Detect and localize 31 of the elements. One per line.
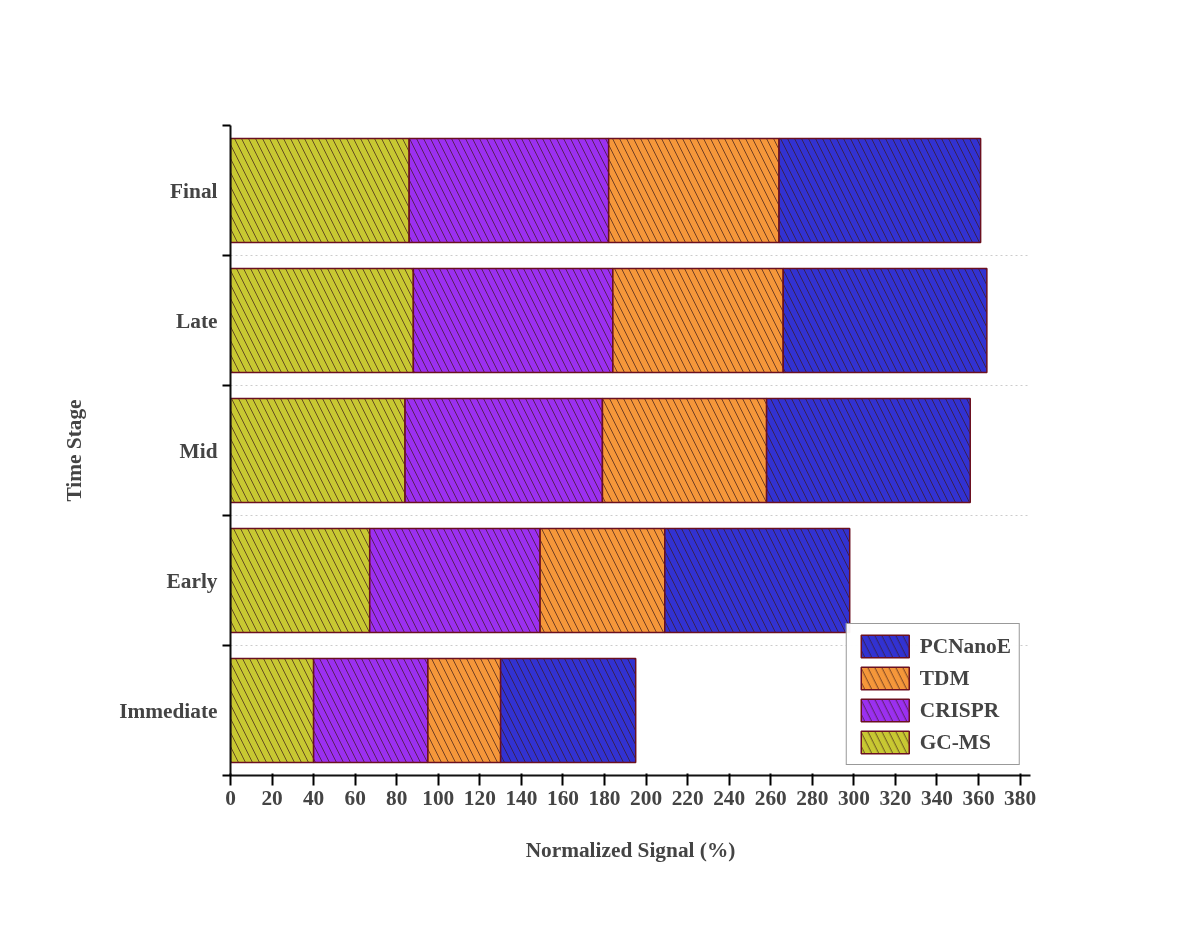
x-axis-title: Normalized Signal (%) [525, 837, 736, 862]
x-tick-label: 120 [463, 785, 496, 810]
x-tick-label: 340 [921, 785, 953, 810]
y-axis-title: Time Stage [62, 399, 87, 502]
x-tick-label: 260 [754, 785, 787, 810]
x-tick-label: 160 [546, 785, 579, 810]
x-tick-label: 60 [344, 785, 366, 810]
y-tick-label: Immediate [119, 698, 218, 723]
legend-label: PCNanoE [919, 633, 1011, 659]
x-tick-label: 40 [302, 785, 325, 810]
x-tick-label: 100 [422, 785, 455, 810]
x-tick-label: 280 [796, 785, 829, 810]
x-tick-label: 360 [962, 785, 995, 810]
legend-label: TDM [919, 665, 970, 691]
legend-label: CRISPR [919, 697, 1000, 723]
legend-label: GC-MS [919, 729, 991, 755]
x-tick-label: 240 [713, 785, 746, 810]
y-tick-label: Early [166, 568, 218, 593]
x-tick-label: 300 [837, 785, 870, 810]
x-tick-label: 220 [671, 785, 704, 810]
y-tick-label: Final [170, 178, 218, 203]
x-tick-label: 140 [505, 785, 538, 810]
y-tick-label: Late [176, 308, 218, 333]
x-tick-label: 180 [588, 785, 621, 810]
x-tick-label: 380 [1004, 785, 1037, 810]
x-tick-label: 200 [630, 785, 663, 810]
x-tick-label: 20 [261, 785, 283, 810]
y-tick-label: Mid [179, 438, 218, 463]
x-tick-label: 320 [879, 785, 912, 810]
x-tick-label: 80 [386, 785, 408, 810]
x-tick-label: 0 [225, 785, 236, 810]
